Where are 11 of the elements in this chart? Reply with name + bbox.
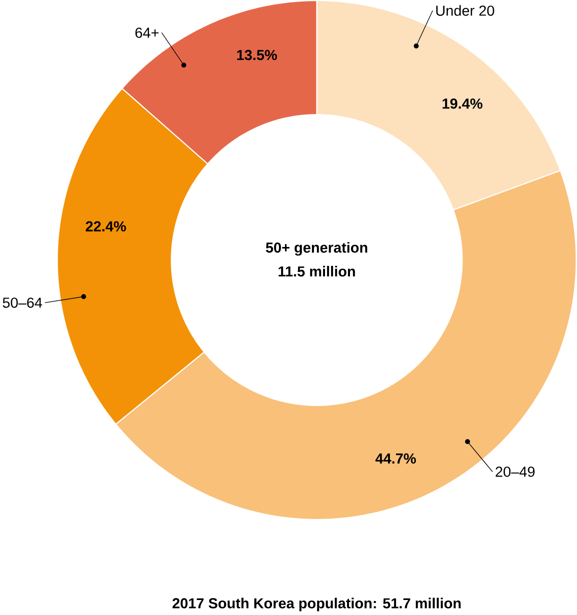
slice-label: 50–64	[2, 298, 42, 308]
text: 2017 South Korea population: 51.7 million	[172, 598, 461, 612]
text: 50+ generation	[266, 242, 368, 256]
data-label: 22.4%	[86, 221, 126, 232]
slice-label: Under 20	[436, 5, 494, 16]
data-label: 44.7%	[376, 453, 416, 464]
data-label: 19.4%	[442, 98, 482, 109]
data-label: 13.5%	[237, 50, 278, 60]
text: 11.5 million	[278, 266, 356, 277]
slice-label: 64+	[136, 28, 159, 38]
slice-label: 20–49	[496, 466, 535, 477]
